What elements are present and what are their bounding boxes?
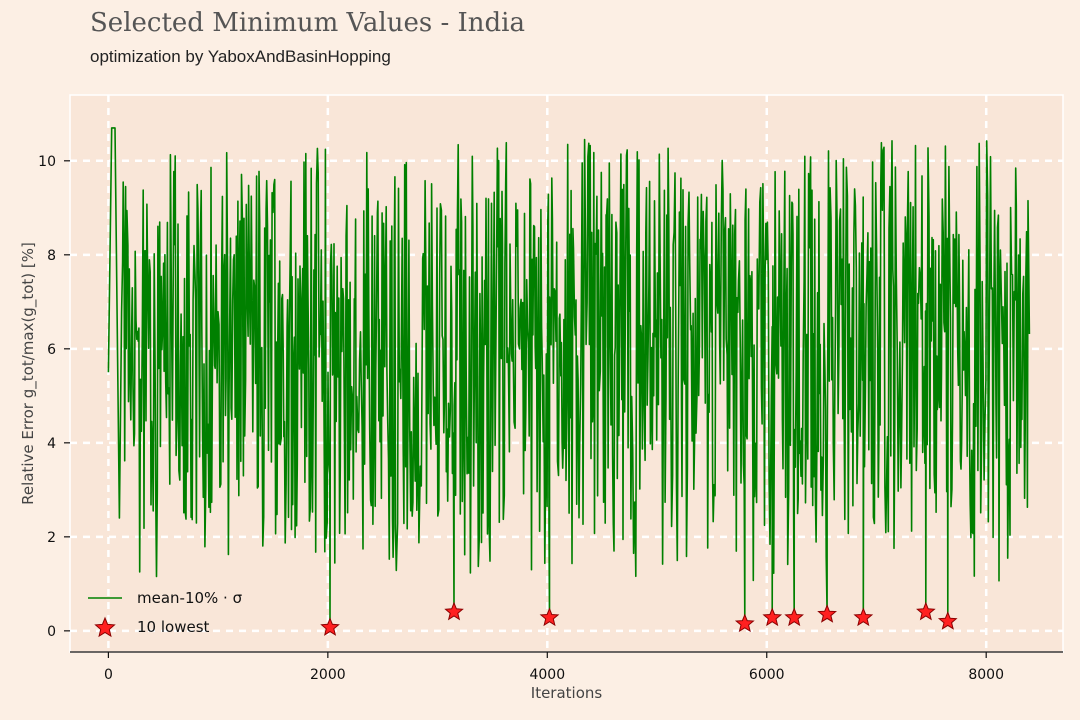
x-axis-label: Iterations	[531, 684, 603, 702]
x-tick-label: 4000	[529, 667, 565, 683]
lowest-star-marker	[817, 604, 837, 623]
y-tick-label: 2	[47, 530, 56, 546]
y-axis-label: Relative Error g_tot/max(g_tot) [%]	[19, 242, 38, 505]
lowest-star-marker	[853, 607, 874, 627]
y-tick-label: 0	[47, 624, 56, 640]
lowest-star-marker	[734, 613, 755, 633]
y-tick-label: 4	[47, 436, 56, 452]
legend-star-swatch	[94, 616, 116, 638]
y-tick-label: 8	[47, 248, 56, 264]
x-tick-label: 8000	[968, 667, 1004, 683]
lowest-star-marker	[539, 607, 560, 627]
lowest-star-marker	[937, 611, 958, 630]
lowest-markers	[320, 601, 958, 636]
chart-title: Selected Minimum Values - India	[90, 8, 525, 38]
lowest-star-marker	[762, 607, 783, 627]
x-tick-label: 6000	[749, 667, 785, 683]
lowest-star-marker	[444, 601, 464, 621]
legend-label-series: mean-10% · σ	[137, 589, 243, 607]
y-tick-label: 6	[47, 342, 56, 358]
lowest-star-marker	[320, 617, 340, 636]
series-line-path	[107, 127, 1031, 629]
x-tick-label: 0	[104, 667, 113, 683]
series-line	[107, 127, 1031, 629]
axes: 0 2000 4000 6000 8000 0 2 4 6 8 10	[38, 154, 1063, 683]
legend-label-lowest: 10 lowest	[137, 618, 210, 636]
x-tick-label: 2000	[310, 667, 346, 683]
lowest-star-marker	[916, 601, 936, 621]
legend: mean-10% · σ 10 lowest	[88, 589, 243, 638]
y-tick-label: 10	[38, 154, 56, 170]
chart-subtitle: optimization by YaboxAndBasinHopping	[90, 47, 391, 66]
lowest-star-marker	[784, 607, 804, 627]
